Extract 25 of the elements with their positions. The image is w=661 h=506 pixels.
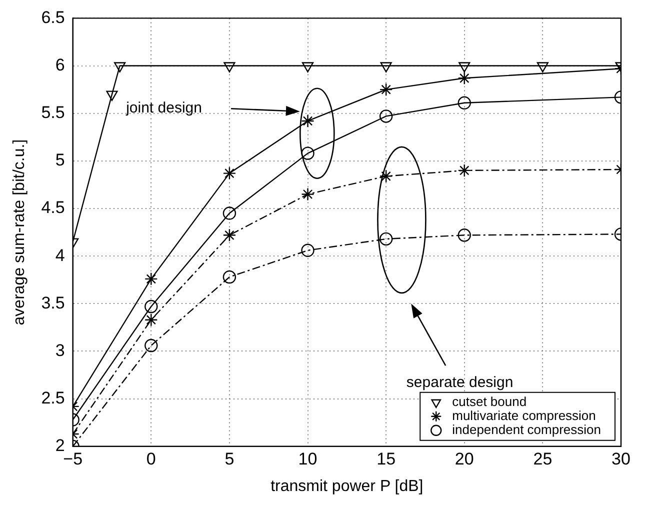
- y-tick-label: 6.5: [41, 8, 65, 27]
- annotation: joint design: [125, 100, 202, 117]
- y-tick-label: 3: [55, 340, 65, 360]
- x-tick-label: 5: [224, 449, 234, 468]
- y-tick-label: 5: [55, 150, 65, 170]
- y-tick-label: 3.5: [41, 293, 65, 312]
- legend-label: cutset bound: [452, 394, 527, 409]
- y-tick-label: 4: [55, 246, 65, 265]
- legend-label: multivariate compression: [452, 408, 596, 423]
- x-tick-label: 20: [454, 449, 474, 468]
- y-tick-label: 2: [55, 436, 65, 456]
- x-tick-label: −5: [63, 449, 83, 468]
- x-tick-label: 25: [533, 449, 552, 468]
- y-tick-label: 4.5: [41, 198, 65, 218]
- y-tick-label: 5.5: [41, 103, 65, 122]
- x-tick-label: 30: [612, 449, 630, 468]
- x-tick-label: 15: [376, 449, 396, 468]
- y-tick-label: 2.5: [41, 388, 65, 408]
- x-axis-title: transmit power P [dB]: [270, 478, 424, 495]
- annotation: separate design: [406, 374, 514, 391]
- legend-label: independent compression: [452, 422, 602, 437]
- x-tick-label: 10: [298, 449, 318, 468]
- x-tick-label: 0: [146, 449, 156, 468]
- y-tick-label: 6: [55, 55, 65, 74]
- y-axis-title: average sum-rate [bit/c.u.]: [11, 139, 28, 326]
